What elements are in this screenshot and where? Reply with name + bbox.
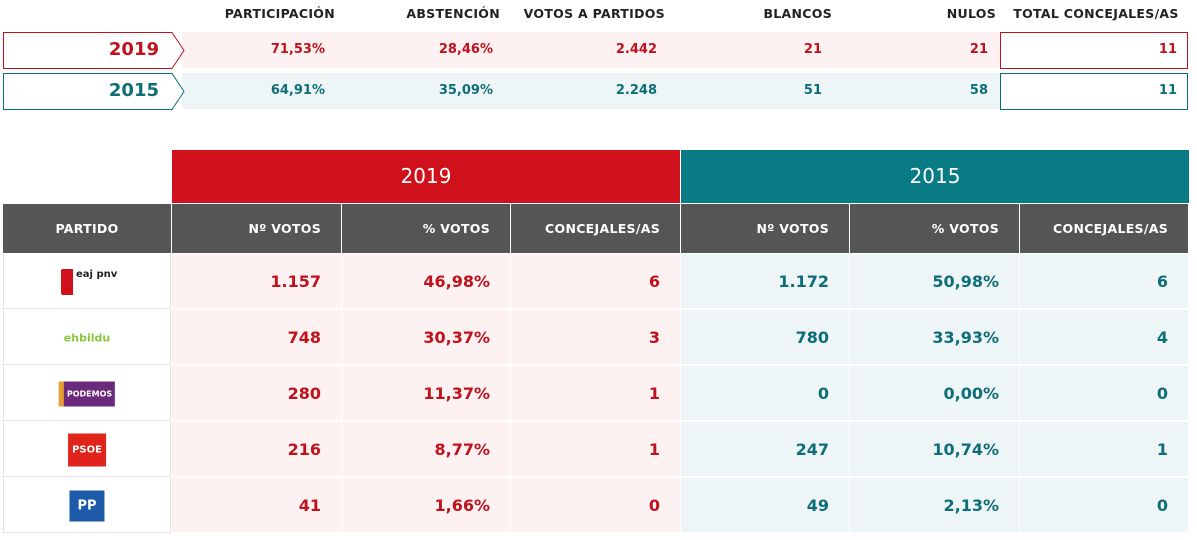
table-cell: 1 bbox=[511, 422, 680, 477]
column-header: CONCEJALES/AS bbox=[1020, 204, 1188, 253]
summary-header: NULOS bbox=[946, 6, 996, 21]
summary-value: 51 bbox=[803, 83, 822, 98]
column-header: % VOTOS bbox=[342, 204, 510, 253]
column-header: PARTIDO bbox=[3, 204, 171, 253]
table-cell: 30,37% bbox=[342, 310, 510, 365]
party-cell bbox=[3, 478, 171, 533]
year-label: 2019 bbox=[108, 39, 159, 60]
party-logo: ehbildu bbox=[63, 331, 111, 345]
year-box: 2019 bbox=[3, 32, 185, 69]
column-header: CONCEJALES/AS bbox=[511, 204, 680, 253]
table-cell: 0 bbox=[1020, 478, 1188, 533]
summary-header: PARTICIPACIÓN bbox=[224, 6, 335, 21]
table-cell: 33,93% bbox=[850, 310, 1019, 365]
summary-header: VOTOS A PARTIDOS bbox=[523, 6, 665, 21]
year-box-outline bbox=[3, 73, 185, 110]
year-box-outline bbox=[3, 32, 185, 69]
column-header: % VOTOS bbox=[850, 204, 1019, 253]
summary-value: 2.248 bbox=[615, 83, 657, 98]
table-cell: 0 bbox=[511, 478, 680, 533]
table-cell: 1.172 bbox=[681, 254, 849, 309]
summary-value: 2.442 bbox=[615, 42, 657, 57]
table-cell: 1,66% bbox=[342, 478, 510, 533]
table-cell: 780 bbox=[681, 310, 849, 365]
year-box: 2015 bbox=[3, 73, 185, 110]
table-cell: 46,98% bbox=[342, 254, 510, 309]
table-cell: 50,98% bbox=[850, 254, 1019, 309]
summary-value: 28,46% bbox=[438, 42, 493, 57]
total-box bbox=[1000, 73, 1188, 110]
table-cell: 1 bbox=[511, 366, 680, 421]
table-cell: 2,13% bbox=[850, 478, 1019, 533]
summary-header: BLANCOS bbox=[763, 6, 832, 21]
summary-value: 21 bbox=[803, 42, 822, 57]
summary-value: 11 bbox=[1158, 83, 1177, 98]
summary-value: 21 bbox=[969, 42, 988, 57]
summary-value: 64,91% bbox=[270, 83, 325, 98]
column-header: Nº VOTOS bbox=[681, 204, 849, 253]
table-cell: 49 bbox=[681, 478, 849, 533]
summary-value: 11 bbox=[1158, 42, 1177, 57]
table-cell: 11,37% bbox=[342, 366, 510, 421]
party-logo: PODEMOS bbox=[58, 381, 116, 407]
table-cell: 6 bbox=[1020, 254, 1188, 309]
summary-value: 35,09% bbox=[438, 83, 493, 98]
party-logo: PP bbox=[69, 490, 105, 522]
total-box bbox=[1000, 32, 1188, 69]
table-cell: 748 bbox=[172, 310, 341, 365]
table-cell: 6 bbox=[511, 254, 680, 309]
summary-value: 71,53% bbox=[270, 42, 325, 57]
table-cell: 1 bbox=[1020, 422, 1188, 477]
table-cell: 280 bbox=[172, 366, 341, 421]
party-cell bbox=[3, 254, 171, 309]
table-cell: 8,77% bbox=[342, 422, 510, 477]
party-cell bbox=[3, 310, 171, 365]
party-cell bbox=[3, 366, 171, 421]
table-cell: 0,00% bbox=[850, 366, 1019, 421]
party-cell bbox=[3, 422, 171, 477]
party-logo: eaj pnv bbox=[61, 269, 117, 295]
table-cell: 247 bbox=[681, 422, 849, 477]
summary-header: ABSTENCIÓN bbox=[406, 6, 500, 21]
summary-value: 58 bbox=[969, 83, 988, 98]
year-label: 2015 bbox=[108, 80, 159, 101]
summary-header: TOTAL CONCEJALES/AS bbox=[1013, 6, 1179, 21]
column-header: Nº VOTOS bbox=[172, 204, 341, 253]
table-cell: 41 bbox=[172, 478, 341, 533]
year-header-2019: 2019 bbox=[172, 150, 680, 203]
party-logo: PSOE bbox=[68, 433, 106, 467]
table-cell: 3 bbox=[511, 310, 680, 365]
table-cell: 10,74% bbox=[850, 422, 1019, 477]
table-cell: 4 bbox=[1020, 310, 1188, 365]
table-cell: 216 bbox=[172, 422, 341, 477]
table-cell: 1.157 bbox=[172, 254, 341, 309]
year-header-2015: 2015 bbox=[681, 150, 1189, 203]
table-cell: 0 bbox=[681, 366, 849, 421]
table-cell: 0 bbox=[1020, 366, 1188, 421]
